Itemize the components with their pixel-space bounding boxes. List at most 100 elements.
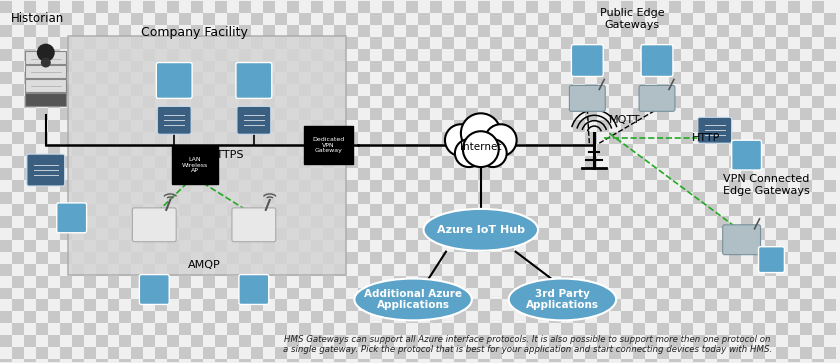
Bar <box>155 311 167 323</box>
Bar <box>346 97 359 108</box>
Bar <box>801 156 812 168</box>
Bar <box>346 37 359 49</box>
Bar <box>179 276 192 287</box>
Bar <box>418 168 430 180</box>
Bar <box>48 73 60 85</box>
Bar <box>323 49 334 61</box>
Bar <box>119 132 131 144</box>
Bar <box>119 311 131 323</box>
Bar <box>824 120 836 132</box>
Bar <box>513 192 526 204</box>
Bar <box>227 276 239 287</box>
Bar <box>538 85 549 97</box>
Bar <box>192 228 203 240</box>
Bar <box>764 299 776 311</box>
Bar <box>48 120 60 132</box>
Bar <box>108 276 119 287</box>
Bar <box>108 97 119 108</box>
Bar <box>286 192 299 204</box>
Bar <box>179 311 192 323</box>
Bar <box>561 311 574 323</box>
Bar <box>251 323 263 335</box>
Bar <box>609 276 621 287</box>
Bar <box>789 264 801 276</box>
Bar <box>71 13 84 25</box>
Bar <box>597 13 609 25</box>
Bar <box>251 13 263 25</box>
Bar <box>597 192 609 204</box>
Bar <box>370 311 382 323</box>
Bar <box>705 49 717 61</box>
Bar <box>36 335 48 347</box>
Bar <box>466 252 478 264</box>
Bar <box>119 323 131 335</box>
Bar <box>681 204 693 216</box>
Bar <box>251 252 263 264</box>
Bar <box>753 252 764 264</box>
Bar <box>764 144 776 156</box>
Bar <box>513 180 526 192</box>
Bar <box>538 347 549 359</box>
Bar <box>24 49 36 61</box>
Bar <box>776 180 789 192</box>
Bar <box>454 85 466 97</box>
Bar <box>215 204 227 216</box>
Bar <box>478 240 490 252</box>
Bar <box>633 120 645 132</box>
Bar <box>801 73 812 85</box>
Bar <box>215 108 227 120</box>
Bar <box>96 359 108 363</box>
Bar <box>824 264 836 276</box>
Bar <box>501 1 513 13</box>
Bar <box>490 311 501 323</box>
Bar <box>334 240 346 252</box>
Bar <box>741 204 753 216</box>
Bar <box>334 108 346 120</box>
Bar <box>131 156 144 168</box>
Bar <box>538 252 549 264</box>
Bar <box>633 252 645 264</box>
Bar <box>359 276 370 287</box>
Bar <box>824 276 836 287</box>
Bar <box>693 180 705 192</box>
Bar <box>812 97 824 108</box>
Bar <box>203 264 215 276</box>
Bar <box>155 323 167 335</box>
Bar <box>681 192 693 204</box>
Bar <box>108 61 119 73</box>
Bar <box>609 192 621 204</box>
Bar <box>60 49 71 61</box>
Bar <box>789 192 801 204</box>
Bar <box>501 192 513 204</box>
Bar <box>251 144 263 156</box>
Bar <box>776 335 789 347</box>
Bar <box>36 61 48 73</box>
Bar <box>36 347 48 359</box>
Bar <box>311 97 323 108</box>
Bar <box>430 49 442 61</box>
Bar <box>299 49 311 61</box>
Bar <box>776 299 789 311</box>
Bar <box>71 323 84 335</box>
Bar <box>215 168 227 180</box>
Bar <box>454 61 466 73</box>
Bar <box>275 120 286 132</box>
Bar <box>513 264 526 276</box>
Bar <box>633 359 645 363</box>
Bar <box>418 287 430 299</box>
Bar <box>454 359 466 363</box>
Bar <box>12 144 24 156</box>
Bar <box>382 73 394 85</box>
Bar <box>370 61 382 73</box>
Bar <box>418 311 430 323</box>
Bar <box>645 61 657 73</box>
Bar <box>275 287 286 299</box>
FancyBboxPatch shape <box>722 225 760 255</box>
Bar <box>215 97 227 108</box>
Bar <box>478 299 490 311</box>
Bar <box>48 49 60 61</box>
Bar <box>84 264 96 276</box>
Bar <box>323 228 334 240</box>
Bar <box>789 120 801 132</box>
Bar <box>693 61 705 73</box>
